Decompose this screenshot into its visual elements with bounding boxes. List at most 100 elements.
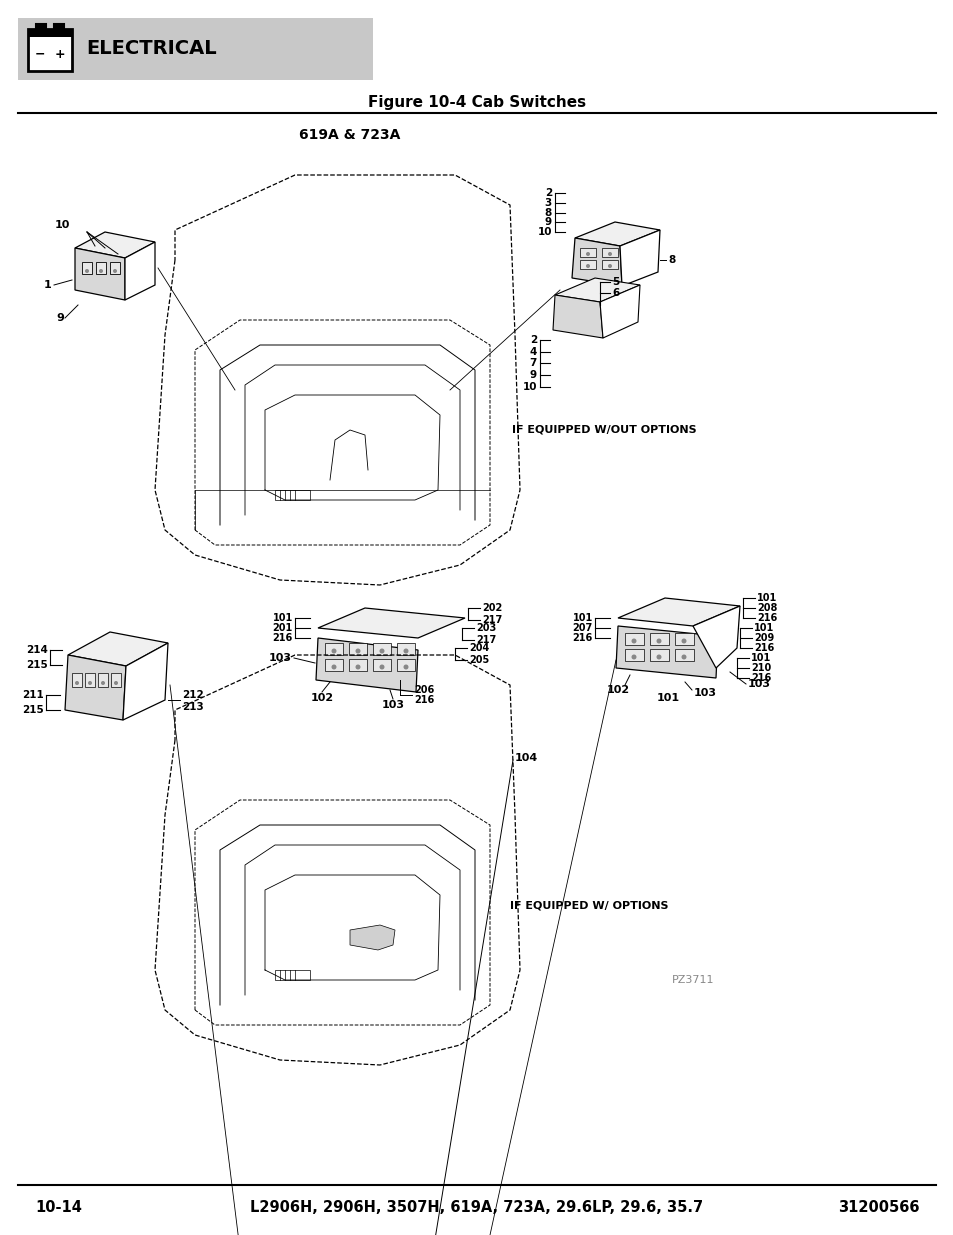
Text: 201: 201 <box>273 622 293 634</box>
Text: 9: 9 <box>529 370 537 380</box>
Circle shape <box>331 664 336 669</box>
Bar <box>396 659 415 671</box>
Circle shape <box>680 638 686 643</box>
Bar <box>649 634 668 645</box>
Text: 216: 216 <box>757 613 777 622</box>
Text: 7: 7 <box>529 358 537 368</box>
Text: 10: 10 <box>522 382 537 391</box>
Text: 9: 9 <box>544 217 552 227</box>
Bar <box>325 659 343 671</box>
Polygon shape <box>65 655 126 720</box>
Polygon shape <box>692 606 740 668</box>
Text: 211: 211 <box>22 690 44 700</box>
Bar <box>349 659 367 671</box>
Text: 103: 103 <box>381 700 404 710</box>
Text: 216: 216 <box>414 695 434 705</box>
Text: 103: 103 <box>693 688 717 698</box>
Bar <box>18 19 373 80</box>
Text: 216: 216 <box>572 634 593 643</box>
Circle shape <box>656 655 660 659</box>
Polygon shape <box>75 248 125 300</box>
Circle shape <box>403 664 408 669</box>
Circle shape <box>355 664 360 669</box>
Circle shape <box>631 655 636 659</box>
Bar <box>649 650 668 661</box>
Circle shape <box>75 680 79 685</box>
Circle shape <box>85 269 89 273</box>
Bar <box>110 262 120 274</box>
Circle shape <box>355 648 360 653</box>
Text: 215: 215 <box>22 705 44 715</box>
Polygon shape <box>68 632 168 666</box>
Bar <box>601 248 618 257</box>
Bar <box>349 643 367 655</box>
Circle shape <box>113 680 118 685</box>
Polygon shape <box>75 232 154 258</box>
Text: 213: 213 <box>182 701 204 713</box>
Text: 2: 2 <box>529 335 537 345</box>
Bar <box>82 262 91 274</box>
Bar <box>373 643 391 655</box>
Text: 4: 4 <box>529 347 537 357</box>
Text: 208: 208 <box>757 603 777 613</box>
Bar <box>579 248 596 257</box>
Text: IF EQUIPPED W/ OPTIONS: IF EQUIPPED W/ OPTIONS <box>510 900 668 910</box>
Polygon shape <box>575 222 659 246</box>
Text: 216: 216 <box>750 673 770 683</box>
Bar <box>36 23 46 31</box>
Text: 102: 102 <box>606 685 629 695</box>
Polygon shape <box>616 626 718 678</box>
Circle shape <box>585 252 589 256</box>
Bar <box>28 28 71 70</box>
Circle shape <box>331 648 336 653</box>
Polygon shape <box>599 285 639 338</box>
Text: ELECTRICAL: ELECTRICAL <box>86 40 216 58</box>
Bar <box>579 261 596 269</box>
Circle shape <box>379 648 384 653</box>
Text: 217: 217 <box>476 635 496 645</box>
Text: 2: 2 <box>544 188 552 198</box>
Circle shape <box>99 269 103 273</box>
Text: 215: 215 <box>27 659 48 671</box>
Text: 216: 216 <box>273 634 293 643</box>
Circle shape <box>88 680 91 685</box>
Polygon shape <box>619 230 659 287</box>
Text: 214: 214 <box>26 645 48 655</box>
Circle shape <box>585 264 589 268</box>
Bar <box>111 673 121 687</box>
Text: 10-14: 10-14 <box>35 1200 82 1215</box>
Circle shape <box>680 655 686 659</box>
Text: 9: 9 <box>56 312 64 324</box>
Text: 10: 10 <box>537 227 552 237</box>
Text: 8: 8 <box>667 254 675 266</box>
Polygon shape <box>123 643 168 720</box>
Circle shape <box>631 638 636 643</box>
Text: 103: 103 <box>269 653 292 663</box>
Text: 619A & 723A: 619A & 723A <box>299 128 400 142</box>
Circle shape <box>101 680 105 685</box>
Bar <box>274 969 310 981</box>
Circle shape <box>607 264 612 268</box>
Bar <box>396 643 415 655</box>
Text: 101: 101 <box>572 613 593 622</box>
Text: 101: 101 <box>273 613 293 622</box>
Text: 205: 205 <box>469 655 489 664</box>
Text: IF EQUIPPED W/OUT OPTIONS: IF EQUIPPED W/OUT OPTIONS <box>512 425 696 435</box>
Bar <box>274 490 310 500</box>
Bar <box>624 634 643 645</box>
Polygon shape <box>555 278 639 303</box>
Text: 207: 207 <box>572 622 593 634</box>
Polygon shape <box>315 638 417 692</box>
Polygon shape <box>572 238 621 287</box>
Bar <box>325 643 343 655</box>
Text: 101: 101 <box>757 593 777 603</box>
Bar <box>96 262 106 274</box>
Text: 101: 101 <box>753 622 774 634</box>
Bar <box>624 650 643 661</box>
Text: 212: 212 <box>182 690 204 700</box>
Text: 6: 6 <box>612 288 618 298</box>
Polygon shape <box>125 242 154 300</box>
Text: 101: 101 <box>750 653 770 663</box>
Bar <box>675 650 693 661</box>
Text: 3: 3 <box>544 198 552 207</box>
